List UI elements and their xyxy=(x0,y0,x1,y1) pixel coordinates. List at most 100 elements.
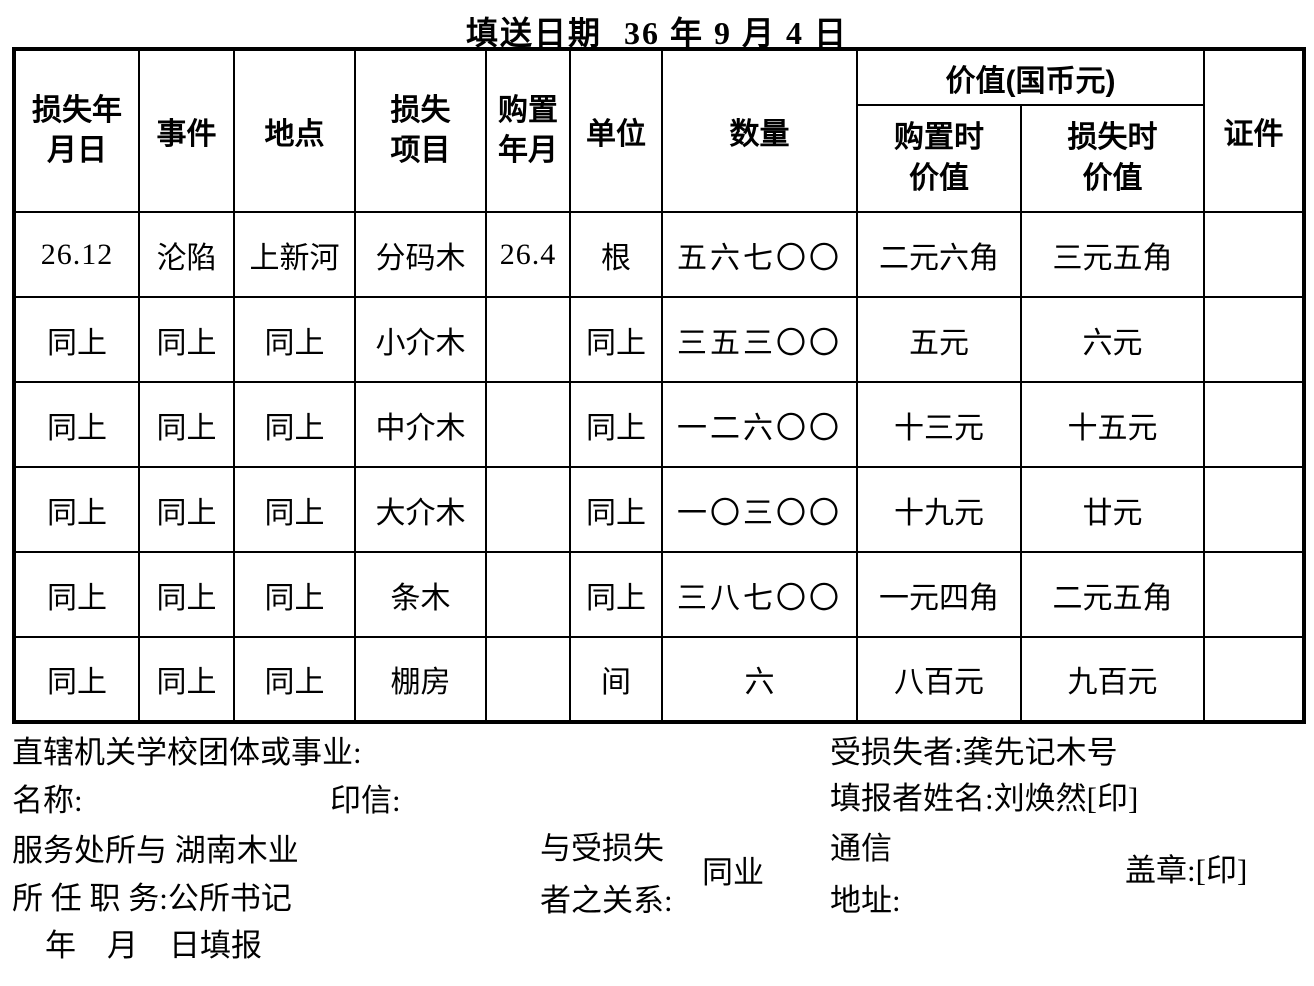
table-row: 同上 同上 同上 条木 同上 三八七〇〇 一元四角 二元五角 xyxy=(13,551,1306,638)
table-cell: 同上 xyxy=(569,381,663,468)
org-label: 直辖机关学校团体或事业: xyxy=(12,735,362,770)
table-cell: 同上 xyxy=(138,296,235,383)
table-cell xyxy=(1203,551,1306,638)
table-cell: 同上 xyxy=(233,551,356,638)
loss-report-table: 损失年 月日 事件 地点 损失 项目 购置 年月 单位 数量 价值(国币元) 证… xyxy=(12,47,1307,724)
filer-value: 刘焕然 xyxy=(993,781,1087,816)
table-cell: 五六七〇〇 xyxy=(661,211,858,298)
table-cell xyxy=(1203,296,1306,383)
position-value: 公所书记 xyxy=(167,881,292,916)
table-cell: 十五元 xyxy=(1019,381,1206,468)
position-label: 所 任 职 务: xyxy=(12,881,168,916)
table-cell: 同上 xyxy=(233,296,356,383)
col-header-quantity: 数量 xyxy=(661,48,858,213)
table-cell: 同上 xyxy=(13,381,140,468)
table-cell: 条木 xyxy=(354,551,487,638)
table-cell: 八百元 xyxy=(856,636,1022,723)
table-cell: 二元五角 xyxy=(1019,551,1206,638)
submit-date-value: 36 年 9 月 4 日 xyxy=(624,15,849,51)
table-cell: 同上 xyxy=(233,466,356,553)
stamp-seal-mark: [印] xyxy=(1195,853,1248,888)
name-label: 名称: xyxy=(12,783,83,818)
col-header-value-at-purchase: 购置时 价值 xyxy=(856,104,1022,213)
table-cell: 廿元 xyxy=(1019,466,1206,553)
table-cell: 同上 xyxy=(138,466,235,553)
table-row: 同上 同上 同上 大介木 同上 一〇三〇〇 十九元 廿元 xyxy=(13,466,1306,553)
col-header-loss-item: 损失 项目 xyxy=(354,48,487,213)
col-header-certificate: 证件 xyxy=(1203,48,1306,213)
table-cell: 同上 xyxy=(13,296,140,383)
col-header-value-at-loss: 损失时 价值 xyxy=(1019,104,1206,213)
table-cell: 同上 xyxy=(233,381,356,468)
col-header-purchase-date: 购置 年月 xyxy=(485,48,571,213)
table-cell: 同上 xyxy=(13,466,140,553)
col-header-unit: 单位 xyxy=(569,48,663,213)
position-line: 所 任 职 务:公所书记 xyxy=(12,881,292,916)
stamp-line: 盖章:[印] xyxy=(1125,853,1248,888)
table-cell: 同上 xyxy=(233,636,356,723)
victim-value: 龚先记木号 xyxy=(962,735,1118,770)
filer-label: 填报者姓名: xyxy=(830,781,994,816)
table-row: 同上 同上 同上 中介木 同上 一二六〇〇 十三元 十五元 xyxy=(13,381,1306,468)
table-cell: 沦陷 xyxy=(138,211,235,298)
table-cell: 小介木 xyxy=(354,296,487,383)
table-cell: 26.12 xyxy=(13,211,140,298)
table-cell: 中介木 xyxy=(354,381,487,468)
report-date-line: 年 月 日填报 xyxy=(45,928,262,963)
table-cell xyxy=(485,466,571,553)
stamp-label: 盖章: xyxy=(1125,853,1196,888)
table-cell xyxy=(1203,381,1306,468)
table-cell: 同上 xyxy=(138,551,235,638)
col-header-location: 地点 xyxy=(233,48,356,213)
form-footer: 直辖机关学校团体或事业: 受损失者:龚先记木号 名称: 印信: 填报者姓名:刘焕… xyxy=(0,724,1314,974)
table-cell: 26.4 xyxy=(485,211,571,298)
table-cell: 一二六〇〇 xyxy=(661,381,858,468)
table-row: 同上 同上 同上 小介木 同上 三五三〇〇 五元 六元 xyxy=(13,296,1306,383)
table-cell: 同上 xyxy=(569,296,663,383)
table-cell: 九百元 xyxy=(1019,636,1206,723)
table-cell: 五元 xyxy=(856,296,1022,383)
table-cell: 六元 xyxy=(1019,296,1206,383)
table-cell: 三五三〇〇 xyxy=(661,296,858,383)
victim-label: 受损失者: xyxy=(830,735,963,770)
relation-line-1: 与受损失 xyxy=(540,831,664,866)
table-cell xyxy=(1203,211,1306,298)
table-row: 同上 同上 同上 棚房 间 六 八百元 九百元 xyxy=(13,636,1306,723)
table-cell xyxy=(485,381,571,468)
table-cell: 同上 xyxy=(13,636,140,723)
victim-line: 受损失者:龚先记木号 xyxy=(830,735,1118,770)
col-header-value-group: 价值(国币元) xyxy=(855,48,1206,106)
table-cell: 棚房 xyxy=(354,636,487,723)
table-cell: 三元五角 xyxy=(1019,211,1206,298)
table-cell: 三八七〇〇 xyxy=(661,551,858,638)
col-header-loss-date: 损失年 月日 xyxy=(13,48,140,213)
table-cell: 同上 xyxy=(138,636,235,723)
service-value: 湖南木业 xyxy=(174,833,299,868)
filer-seal-mark: [印] xyxy=(1086,781,1139,816)
table-cell xyxy=(485,636,571,723)
contact-line-1: 通信 xyxy=(830,831,892,866)
table-cell: 大介木 xyxy=(354,466,487,553)
table-cell xyxy=(485,551,571,638)
submit-date-label: 填送日期 xyxy=(465,15,602,51)
table-cell: 根 xyxy=(569,211,663,298)
table-cell: 分码木 xyxy=(354,211,487,298)
page-title: 填送日期 36 年 9 月 4 日 xyxy=(0,0,1314,51)
contact-line-2: 地址: xyxy=(830,883,901,918)
table-cell: 同上 xyxy=(13,551,140,638)
table-cell: 二元六角 xyxy=(856,211,1022,298)
table-row: 26.12 沦陷 上新河 分码木 26.4 根 五六七〇〇 二元六角 三元五角 xyxy=(13,211,1306,298)
table-cell xyxy=(485,296,571,383)
table-cell: 同上 xyxy=(138,381,235,468)
seal-label: 印信: xyxy=(330,783,401,818)
service-line: 服务处所与 湖南木业 xyxy=(12,833,299,868)
table-cell: 十九元 xyxy=(856,466,1022,553)
col-header-event: 事件 xyxy=(138,48,235,213)
table-cell: 一〇三〇〇 xyxy=(661,466,858,553)
table-cell: 一元四角 xyxy=(856,551,1022,638)
table-cell: 同上 xyxy=(569,551,663,638)
relation-value: 同业 xyxy=(702,855,764,890)
table-cell: 同上 xyxy=(569,466,663,553)
table-cell: 十三元 xyxy=(856,381,1022,468)
filer-line: 填报者姓名:刘焕然[印] xyxy=(830,781,1139,816)
